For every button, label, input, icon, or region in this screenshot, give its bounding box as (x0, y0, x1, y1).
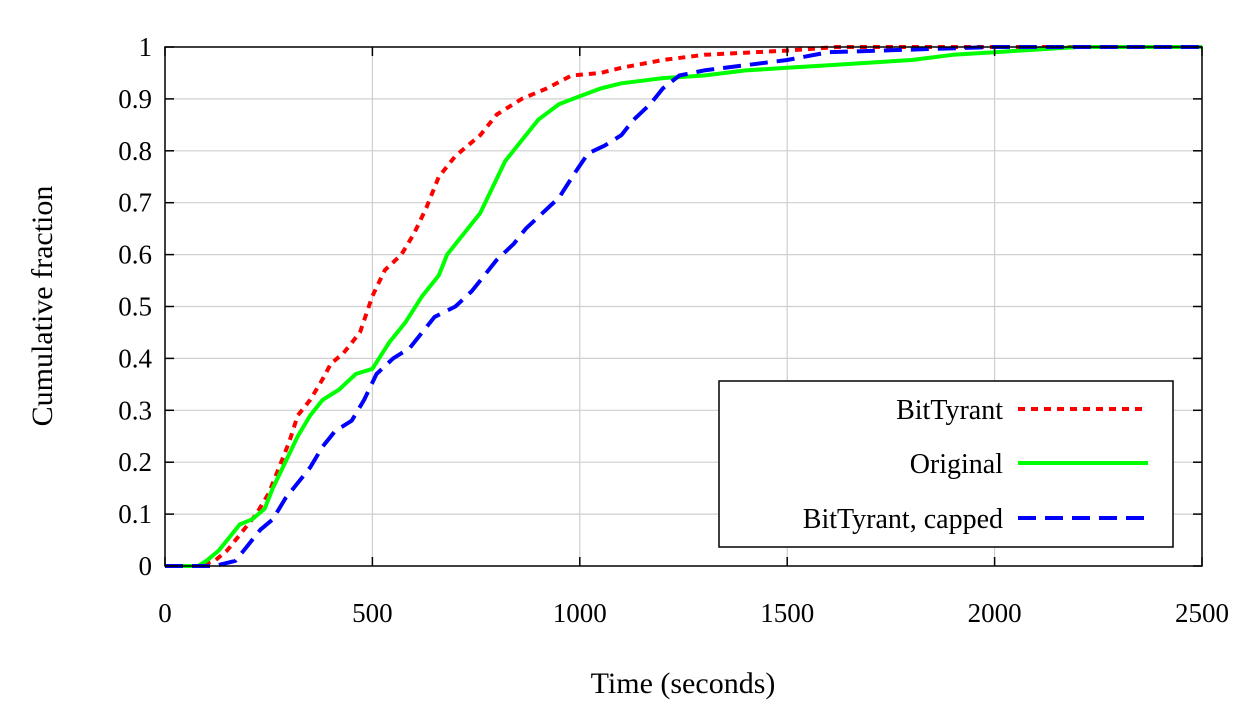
y-tick-label: 0.8 (118, 136, 152, 166)
x-tick-label: 2500 (1175, 598, 1229, 628)
x-tick-labels: 0 500 1000 1500 2000 2500 (158, 598, 1229, 628)
series-line-2 (165, 45, 1202, 568)
x-tick-label: 2000 (968, 598, 1022, 628)
y-tick-label: 0 (139, 551, 153, 581)
legend-label: Original (910, 449, 1004, 480)
y-tick-label: 0.5 (118, 292, 152, 322)
y-tick-label: 0.7 (118, 188, 152, 218)
y-tick-label: 0.2 (118, 447, 152, 477)
legend-label: BitTyrant (896, 395, 1003, 426)
y-tick-label: 0.4 (118, 343, 152, 373)
series-line-3 (165, 45, 1202, 568)
grid (165, 47, 1202, 566)
x-tick-label: 1000 (553, 598, 607, 628)
series-line-1 (165, 45, 1202, 568)
axis-ticks (164, 46, 1203, 567)
x-tick-label: 0 (158, 598, 172, 628)
y-axis-title: Cumulative fraction (26, 186, 59, 427)
legend-label: BitTyrant, capped (803, 504, 1003, 535)
x-tick-label: 500 (352, 598, 393, 628)
series-layer (165, 45, 1202, 568)
y-tick-label: 1 (139, 32, 153, 62)
y-tick-label: 0.1 (118, 499, 152, 529)
y-tick-labels: 0 0.1 0.2 0.3 0.4 0.5 0.6 0.7 0.8 0.9 1 (118, 32, 152, 581)
y-tick-label: 0.9 (118, 84, 152, 114)
x-tick-label: 1500 (760, 598, 814, 628)
y-tick-label: 0.6 (118, 240, 152, 270)
y-tick-label: 0.3 (118, 395, 152, 425)
x-axis-title: Time (seconds) (591, 667, 776, 700)
legend: BitTyrant Original BitTyrant, capped (718, 380, 1174, 548)
